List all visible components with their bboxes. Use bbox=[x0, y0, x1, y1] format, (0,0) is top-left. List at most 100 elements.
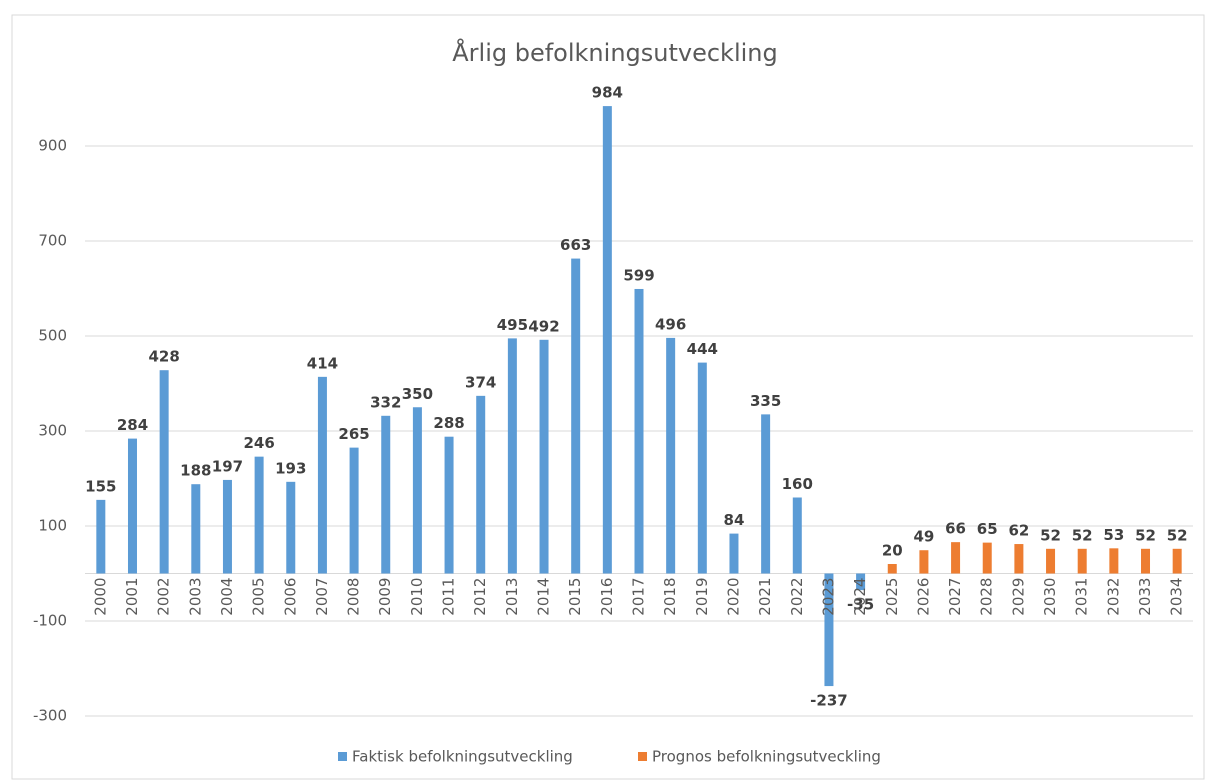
y-tick-label: 900 bbox=[38, 137, 67, 155]
x-tick-label: 2001 bbox=[123, 578, 141, 616]
value-label: 155 bbox=[85, 477, 116, 495]
bar bbox=[191, 484, 201, 574]
bar bbox=[412, 407, 422, 574]
x-tick-label: 2029 bbox=[1009, 578, 1027, 616]
value-label: 160 bbox=[782, 475, 813, 493]
y-tick-label: 700 bbox=[38, 232, 67, 250]
bar bbox=[1014, 544, 1024, 574]
legend-label: Faktisk befolkningsutveckling bbox=[352, 748, 573, 766]
x-tick-label: 2004 bbox=[218, 578, 236, 616]
value-label: 350 bbox=[402, 385, 433, 403]
x-tick-label: 2021 bbox=[756, 578, 774, 616]
value-label: 52 bbox=[1135, 526, 1156, 544]
y-tick-label: 100 bbox=[38, 517, 67, 535]
value-label: 428 bbox=[148, 348, 179, 366]
x-tick-label: 2010 bbox=[408, 578, 426, 616]
bar bbox=[634, 288, 644, 574]
bar bbox=[571, 258, 581, 574]
value-label: 374 bbox=[465, 373, 496, 391]
value-label: 49 bbox=[913, 528, 934, 546]
x-tick-label: 2017 bbox=[630, 578, 648, 616]
bar bbox=[1046, 548, 1056, 574]
value-label: 52 bbox=[1040, 526, 1061, 544]
bar bbox=[349, 447, 359, 574]
x-tick-label: 2032 bbox=[1104, 578, 1122, 616]
x-tick-label: 2030 bbox=[1041, 578, 1059, 616]
value-label: 492 bbox=[528, 317, 559, 335]
x-tick-label: 2011 bbox=[440, 578, 458, 616]
x-tick-label: 2022 bbox=[788, 578, 806, 616]
bar bbox=[1172, 548, 1182, 574]
bar bbox=[919, 550, 929, 574]
bar bbox=[824, 573, 834, 687]
x-tick-label: 2005 bbox=[250, 578, 268, 616]
x-tick-label: 2013 bbox=[503, 578, 521, 616]
x-tick-label: 2033 bbox=[1136, 578, 1154, 616]
bar bbox=[476, 395, 486, 574]
value-label: 197 bbox=[212, 457, 243, 475]
x-tick-label: 2028 bbox=[978, 577, 996, 615]
x-tick-label: 2020 bbox=[724, 578, 742, 616]
x-tick-label: 2008 bbox=[345, 578, 363, 616]
bar bbox=[761, 414, 771, 574]
bar bbox=[286, 481, 296, 574]
value-label: 599 bbox=[623, 266, 654, 284]
value-label: 84 bbox=[724, 511, 745, 529]
value-label: 444 bbox=[687, 340, 718, 358]
value-label: -237 bbox=[810, 692, 848, 710]
x-tick-label: 2007 bbox=[313, 578, 331, 616]
bar bbox=[1077, 548, 1087, 574]
x-tick-label: 2019 bbox=[693, 578, 711, 616]
value-label: 66 bbox=[945, 520, 966, 538]
value-label: -35 bbox=[847, 596, 874, 614]
bar bbox=[254, 456, 264, 574]
x-tick-label: 2000 bbox=[91, 578, 109, 616]
y-tick-label: 500 bbox=[38, 327, 67, 345]
x-tick-label: 2006 bbox=[281, 578, 299, 616]
value-label: 663 bbox=[560, 236, 591, 254]
value-label: 288 bbox=[433, 414, 464, 432]
x-tick-label: 2018 bbox=[661, 578, 679, 616]
value-label: 188 bbox=[180, 462, 211, 480]
y-tick-label: 300 bbox=[38, 422, 67, 440]
bar bbox=[1141, 548, 1151, 574]
bar bbox=[697, 362, 707, 574]
x-tick-label: 2031 bbox=[1073, 578, 1091, 616]
x-tick-label: 2024 bbox=[851, 578, 869, 616]
x-tick-label: 2016 bbox=[598, 578, 616, 616]
x-tick-label: 2003 bbox=[186, 578, 204, 616]
value-label: 496 bbox=[655, 315, 686, 333]
legend-label: Prognos befolkningsutveckling bbox=[652, 748, 881, 766]
bar bbox=[222, 479, 232, 574]
bar bbox=[444, 436, 454, 574]
value-label: 335 bbox=[750, 392, 781, 410]
bar bbox=[856, 573, 866, 591]
value-label: 62 bbox=[1008, 522, 1029, 540]
bar bbox=[887, 564, 897, 574]
bar bbox=[729, 533, 739, 574]
bar bbox=[982, 542, 992, 574]
bar bbox=[1109, 548, 1119, 574]
x-tick-label: 2026 bbox=[914, 578, 932, 616]
bar bbox=[127, 438, 137, 574]
value-label: 52 bbox=[1167, 526, 1188, 544]
x-tick-label: 2012 bbox=[471, 578, 489, 616]
bar bbox=[666, 337, 676, 574]
chart-title: Årlig befolkningsutveckling bbox=[452, 38, 777, 67]
bar bbox=[792, 497, 802, 574]
x-tick-label: 2014 bbox=[535, 578, 553, 616]
value-label: 20 bbox=[882, 542, 903, 560]
bar bbox=[317, 376, 327, 574]
legend-marker bbox=[638, 752, 647, 761]
value-label: 984 bbox=[592, 84, 623, 102]
value-label: 265 bbox=[338, 425, 369, 443]
value-label: 53 bbox=[1103, 526, 1124, 544]
bar bbox=[539, 339, 549, 574]
x-tick-label: 2025 bbox=[883, 578, 901, 616]
value-label: 332 bbox=[370, 393, 401, 411]
bar bbox=[602, 106, 612, 574]
bar bbox=[96, 499, 106, 574]
x-tick-label: 2034 bbox=[1168, 578, 1186, 616]
